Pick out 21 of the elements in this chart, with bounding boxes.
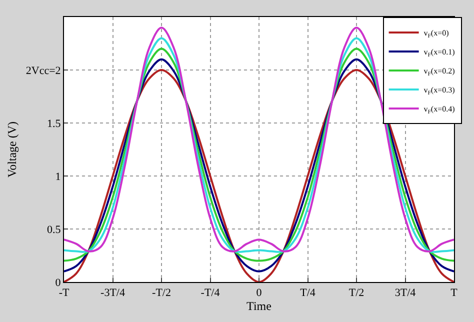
legend-label: v$_{F}$(x=0.3) xyxy=(424,86,456,96)
legend-label: v$_{F}$(x=0.1) xyxy=(424,48,456,58)
y-axis-title: Voltage (V) xyxy=(5,121,20,178)
x-tick-label: 3T/4 xyxy=(394,287,416,300)
x-tick-label: -T xyxy=(58,287,70,300)
legend-label: v$_{F}$(x=0.4) xyxy=(424,104,456,116)
x-tick-label: -3T/4 xyxy=(100,287,126,300)
legend-label: v$_{F}$(x=0.2) xyxy=(424,66,456,78)
x-axis-title: Time xyxy=(246,299,272,314)
x-tick-label: T/2 xyxy=(348,287,364,300)
y-tick-label: 0 xyxy=(55,276,62,289)
x-tick-label: T/4 xyxy=(300,287,316,300)
y-tick-label: 1.5 xyxy=(47,118,62,130)
y-tick-label: 0.5 xyxy=(47,224,62,236)
x-tick-label: T xyxy=(450,287,458,300)
x-tick-label: 0 xyxy=(256,287,262,300)
legend-label: v$_{F}$(x=0) xyxy=(424,28,450,40)
x-tick-label: -T/2 xyxy=(152,287,171,300)
y-tick-label: 1 xyxy=(55,170,61,183)
y-tick-label: 2Vcc=2 xyxy=(26,64,61,77)
x-tick-label: -T/4 xyxy=(200,287,220,300)
